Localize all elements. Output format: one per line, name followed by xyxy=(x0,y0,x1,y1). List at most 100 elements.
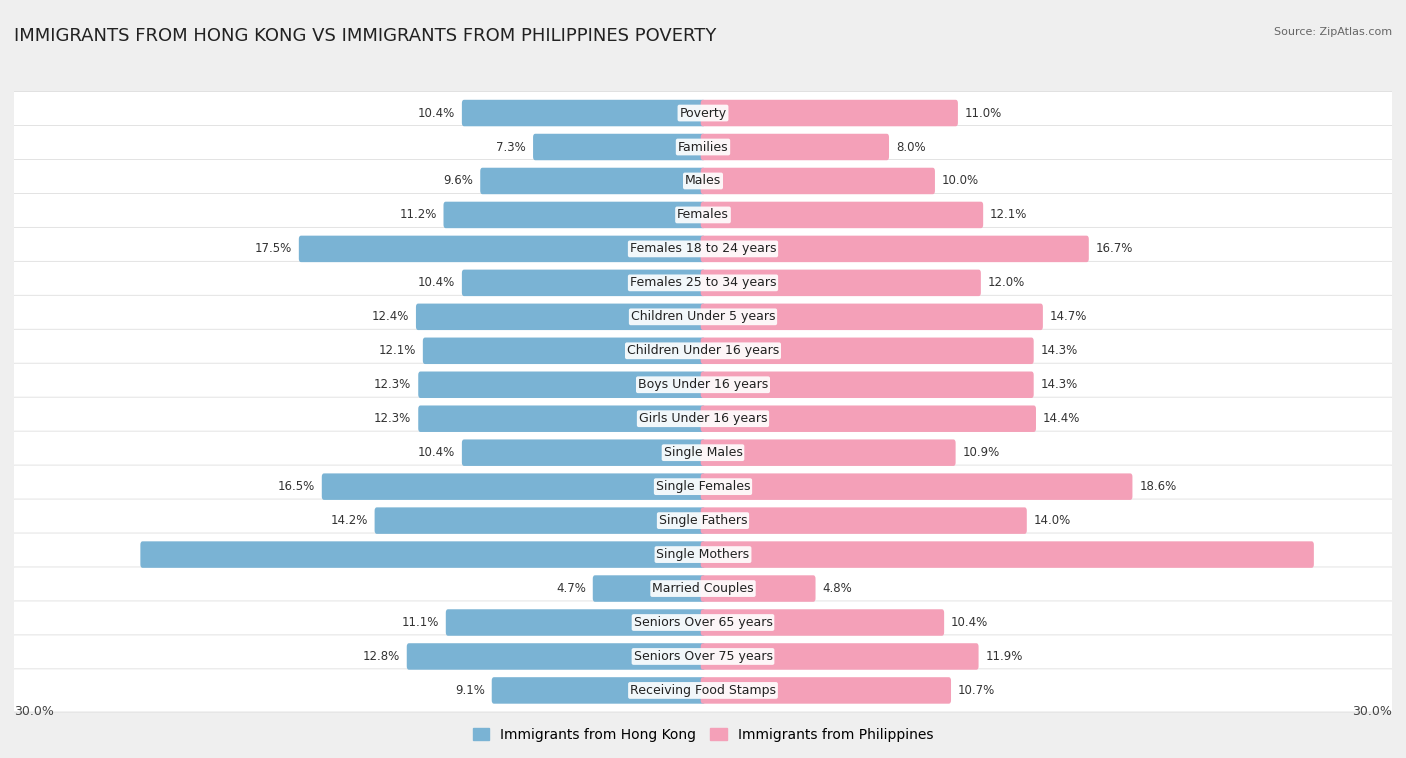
Text: 11.9%: 11.9% xyxy=(986,650,1022,663)
Text: 11.2%: 11.2% xyxy=(399,208,437,221)
FancyBboxPatch shape xyxy=(11,601,1395,644)
FancyBboxPatch shape xyxy=(700,644,979,670)
Text: Single Fathers: Single Fathers xyxy=(659,514,747,527)
FancyBboxPatch shape xyxy=(700,100,957,127)
FancyBboxPatch shape xyxy=(11,329,1395,372)
Text: 14.3%: 14.3% xyxy=(1040,344,1078,357)
Text: 14.3%: 14.3% xyxy=(1040,378,1078,391)
FancyBboxPatch shape xyxy=(418,371,706,398)
FancyBboxPatch shape xyxy=(700,677,950,703)
FancyBboxPatch shape xyxy=(418,406,706,432)
Text: 14.4%: 14.4% xyxy=(1043,412,1080,425)
FancyBboxPatch shape xyxy=(374,507,706,534)
Text: 9.1%: 9.1% xyxy=(456,684,485,697)
FancyBboxPatch shape xyxy=(700,575,815,602)
FancyBboxPatch shape xyxy=(461,270,706,296)
Text: Single Males: Single Males xyxy=(664,446,742,459)
Text: IMMIGRANTS FROM HONG KONG VS IMMIGRANTS FROM PHILIPPINES POVERTY: IMMIGRANTS FROM HONG KONG VS IMMIGRANTS … xyxy=(14,27,717,45)
FancyBboxPatch shape xyxy=(11,159,1395,202)
FancyBboxPatch shape xyxy=(11,567,1395,610)
FancyBboxPatch shape xyxy=(593,575,706,602)
FancyBboxPatch shape xyxy=(11,296,1395,338)
FancyBboxPatch shape xyxy=(11,363,1395,406)
Text: Receiving Food Stamps: Receiving Food Stamps xyxy=(630,684,776,697)
Text: 4.8%: 4.8% xyxy=(823,582,852,595)
Text: 7.3%: 7.3% xyxy=(496,140,526,154)
Text: 14.2%: 14.2% xyxy=(330,514,368,527)
FancyBboxPatch shape xyxy=(406,644,706,670)
Text: Seniors Over 75 years: Seniors Over 75 years xyxy=(634,650,772,663)
FancyBboxPatch shape xyxy=(11,397,1395,440)
Text: 30.0%: 30.0% xyxy=(1353,705,1392,718)
Text: 12.3%: 12.3% xyxy=(374,378,412,391)
FancyBboxPatch shape xyxy=(11,92,1395,135)
FancyBboxPatch shape xyxy=(700,440,956,466)
FancyBboxPatch shape xyxy=(11,669,1395,712)
Text: Poverty: Poverty xyxy=(679,107,727,120)
Text: 11.1%: 11.1% xyxy=(402,616,439,629)
Text: Source: ZipAtlas.com: Source: ZipAtlas.com xyxy=(1274,27,1392,36)
FancyBboxPatch shape xyxy=(700,541,1313,568)
Text: 8.0%: 8.0% xyxy=(896,140,925,154)
Text: Children Under 16 years: Children Under 16 years xyxy=(627,344,779,357)
Text: 14.7%: 14.7% xyxy=(1050,310,1087,324)
FancyBboxPatch shape xyxy=(11,227,1395,271)
Text: Females 25 to 34 years: Females 25 to 34 years xyxy=(630,277,776,290)
Text: 18.6%: 18.6% xyxy=(1139,480,1177,493)
FancyBboxPatch shape xyxy=(322,474,706,500)
FancyBboxPatch shape xyxy=(700,168,935,194)
FancyBboxPatch shape xyxy=(446,609,706,636)
Text: 17.5%: 17.5% xyxy=(254,243,292,255)
Text: 16.5%: 16.5% xyxy=(277,480,315,493)
FancyBboxPatch shape xyxy=(11,635,1395,678)
Text: Females: Females xyxy=(678,208,728,221)
FancyBboxPatch shape xyxy=(700,609,945,636)
Text: 12.8%: 12.8% xyxy=(363,650,399,663)
FancyBboxPatch shape xyxy=(700,202,983,228)
Text: 30.0%: 30.0% xyxy=(14,705,53,718)
Text: 26.5%: 26.5% xyxy=(1341,548,1382,561)
Text: 10.4%: 10.4% xyxy=(950,616,988,629)
Text: 10.4%: 10.4% xyxy=(418,277,456,290)
Text: 12.0%: 12.0% xyxy=(988,277,1025,290)
Text: 10.7%: 10.7% xyxy=(957,684,995,697)
FancyBboxPatch shape xyxy=(700,406,1036,432)
FancyBboxPatch shape xyxy=(481,168,706,194)
Text: 10.4%: 10.4% xyxy=(418,107,456,120)
FancyBboxPatch shape xyxy=(533,133,706,160)
FancyBboxPatch shape xyxy=(492,677,706,703)
Text: Children Under 5 years: Children Under 5 years xyxy=(631,310,775,324)
FancyBboxPatch shape xyxy=(700,304,1043,330)
FancyBboxPatch shape xyxy=(11,533,1395,576)
FancyBboxPatch shape xyxy=(700,133,889,160)
Text: 4.7%: 4.7% xyxy=(555,582,586,595)
FancyBboxPatch shape xyxy=(443,202,706,228)
FancyBboxPatch shape xyxy=(11,193,1395,236)
Text: Boys Under 16 years: Boys Under 16 years xyxy=(638,378,768,391)
FancyBboxPatch shape xyxy=(299,236,706,262)
FancyBboxPatch shape xyxy=(11,465,1395,508)
Legend: Immigrants from Hong Kong, Immigrants from Philippines: Immigrants from Hong Kong, Immigrants fr… xyxy=(467,722,939,747)
FancyBboxPatch shape xyxy=(700,270,981,296)
Text: Females 18 to 24 years: Females 18 to 24 years xyxy=(630,243,776,255)
FancyBboxPatch shape xyxy=(11,262,1395,305)
FancyBboxPatch shape xyxy=(141,541,706,568)
FancyBboxPatch shape xyxy=(423,337,706,364)
Text: 16.7%: 16.7% xyxy=(1095,243,1133,255)
Text: Girls Under 16 years: Girls Under 16 years xyxy=(638,412,768,425)
Text: 9.6%: 9.6% xyxy=(443,174,474,187)
Text: 12.3%: 12.3% xyxy=(374,412,412,425)
FancyBboxPatch shape xyxy=(416,304,706,330)
Text: 12.4%: 12.4% xyxy=(371,310,409,324)
Text: 24.4%: 24.4% xyxy=(24,548,65,561)
FancyBboxPatch shape xyxy=(11,499,1395,542)
Text: Married Couples: Married Couples xyxy=(652,582,754,595)
FancyBboxPatch shape xyxy=(700,371,1033,398)
FancyBboxPatch shape xyxy=(461,100,706,127)
Text: Seniors Over 65 years: Seniors Over 65 years xyxy=(634,616,772,629)
Text: 12.1%: 12.1% xyxy=(378,344,416,357)
Text: 14.0%: 14.0% xyxy=(1033,514,1071,527)
Text: 10.9%: 10.9% xyxy=(963,446,1000,459)
FancyBboxPatch shape xyxy=(11,125,1395,168)
Text: Families: Families xyxy=(678,140,728,154)
